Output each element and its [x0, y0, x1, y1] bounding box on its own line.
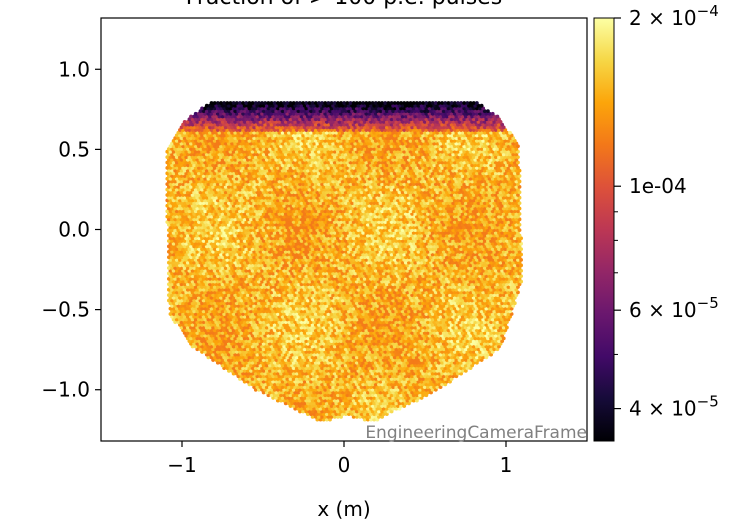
plot-area: −1 0 1 1.00.50.0−0.5−1.0 EngineeringCamera… — [41, 17, 588, 477]
chart-title: Fraction of > 100 p.e. pulses — [186, 0, 502, 10]
camera-pixels — [165, 101, 524, 422]
